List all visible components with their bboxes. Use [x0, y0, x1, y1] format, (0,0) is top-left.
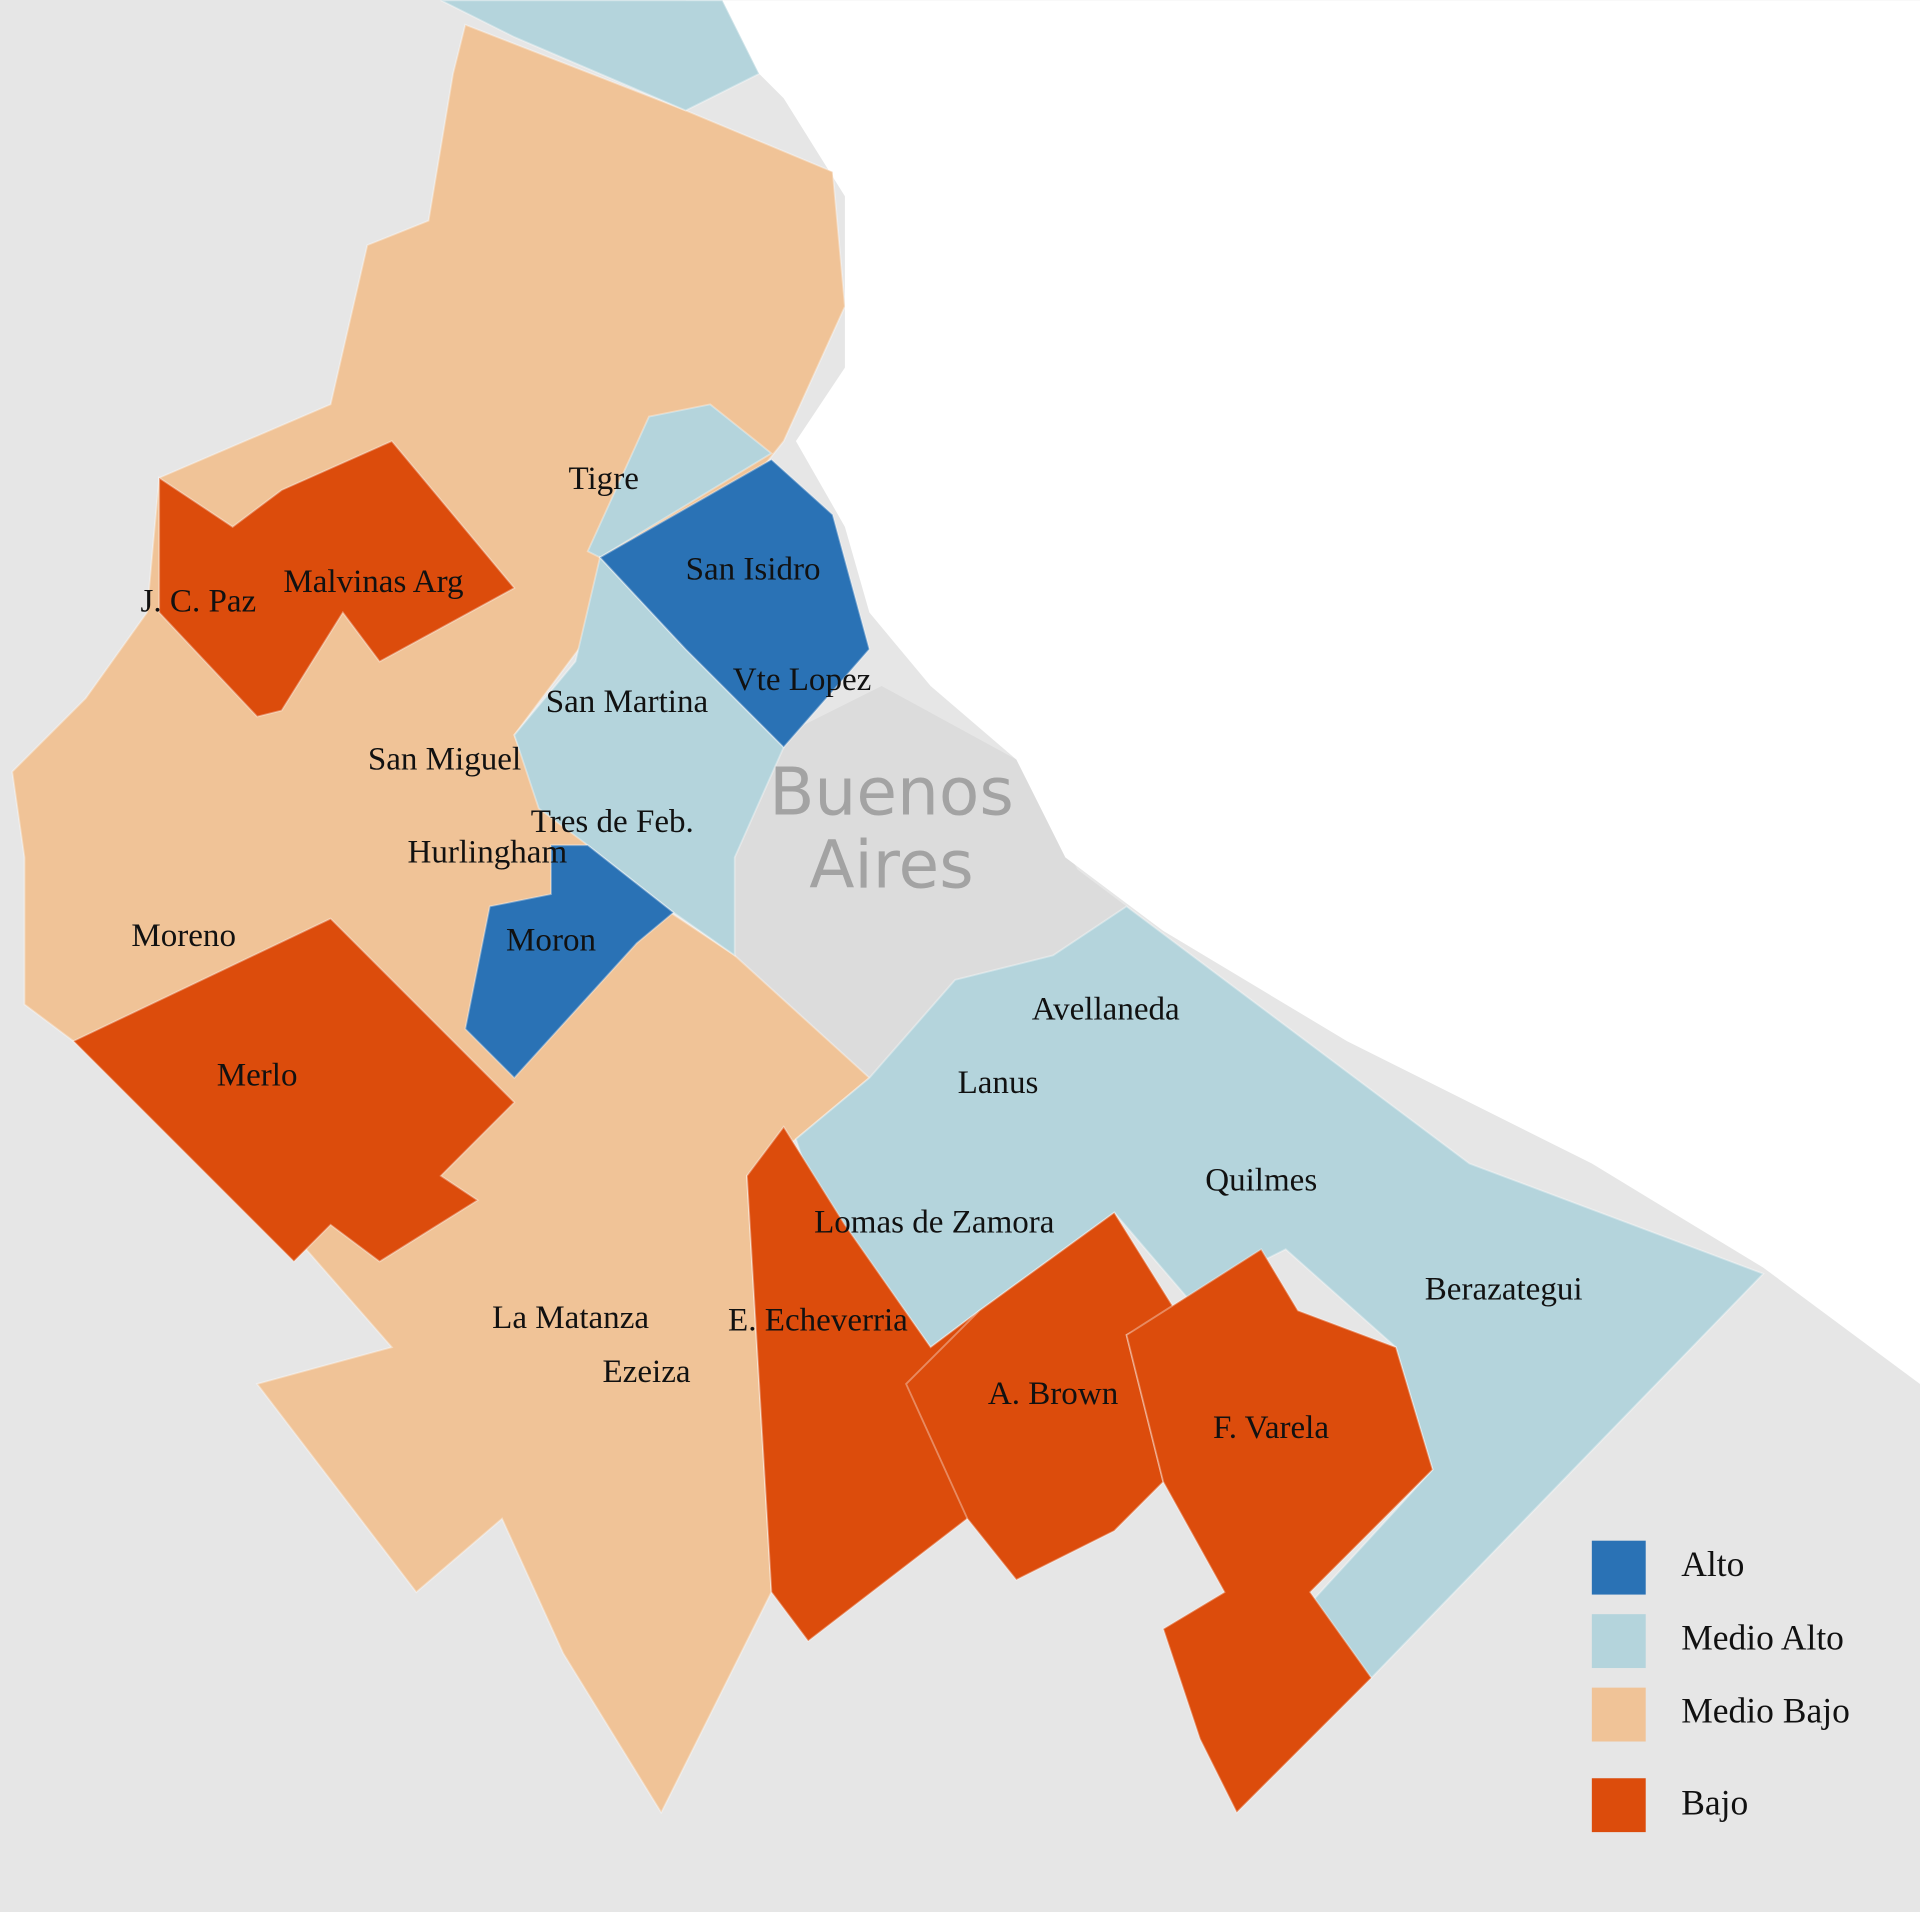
region-label: Vte Lopez [733, 662, 872, 698]
river [685, 0, 1920, 1384]
legend-swatch [1591, 1687, 1646, 1742]
legend-swatch [1591, 1540, 1646, 1595]
region-label: F. Varela [1213, 1410, 1329, 1446]
region-label: Avellaneda [1032, 991, 1180, 1027]
region-label: San Isidro [686, 552, 821, 588]
region-label: Lanus [958, 1065, 1039, 1101]
region-label: Ezeiza [603, 1354, 691, 1390]
region-label: J. C. Paz [141, 584, 257, 620]
place-label: Aires [809, 827, 973, 904]
region-label: Quilmes [1205, 1163, 1317, 1199]
legend-label: Medio Alto [1681, 1617, 1844, 1657]
legend-label: Medio Bajo [1681, 1691, 1850, 1731]
region-label: Merlo [217, 1057, 298, 1093]
region-label: Moreno [131, 918, 236, 954]
region-label: Moron [506, 923, 596, 959]
place-label: Buenos [769, 753, 1014, 830]
region [598, 458, 871, 749]
region [158, 439, 516, 718]
legend: Alto Medio Alto Medio Bajo Bajo [1591, 1540, 1850, 1833]
region-label: La Matanza [492, 1300, 649, 1336]
region [71, 917, 516, 1263]
region-label: San Miguel [368, 742, 521, 778]
region [586, 403, 774, 559]
legend-swatch [1591, 1614, 1646, 1669]
region-group [464, 458, 871, 1080]
region-label: Lomas de Zamora [814, 1204, 1055, 1240]
region-label: Tres de Feb. [531, 804, 694, 840]
region-label: Berazategui [1425, 1272, 1583, 1308]
region-label: A. Brown [988, 1376, 1119, 1412]
legend-label: Bajo [1681, 1783, 1748, 1823]
region-label: Malvinas Arg [283, 564, 463, 600]
legend-label: Alto [1681, 1544, 1744, 1584]
region-label: San Martina [546, 684, 709, 720]
region-label: Hurlingham [407, 835, 567, 871]
region-label: E. Echeverria [728, 1302, 908, 1338]
region [464, 844, 675, 1080]
city-area [734, 686, 1127, 1078]
region-group [71, 439, 1434, 1815]
region [1125, 1247, 1434, 1815]
legend-swatch [1591, 1778, 1646, 1833]
region-label: Tigre [568, 461, 638, 497]
region [440, 0, 761, 112]
